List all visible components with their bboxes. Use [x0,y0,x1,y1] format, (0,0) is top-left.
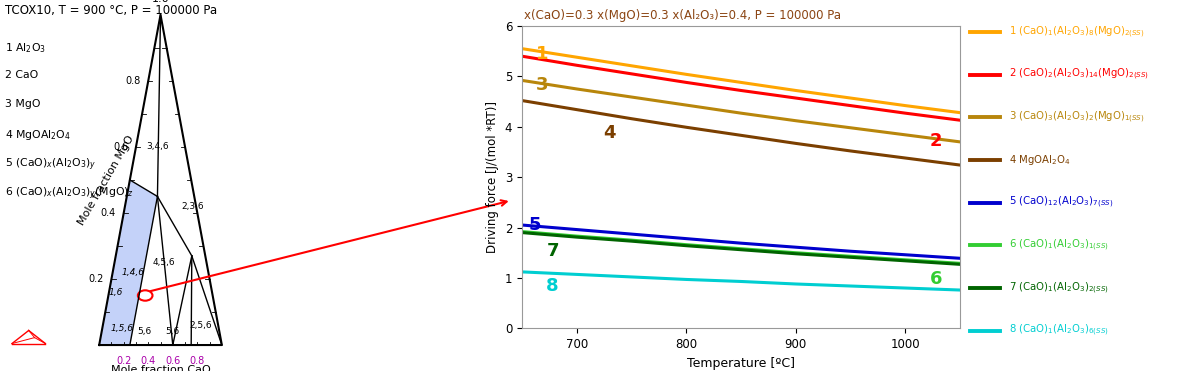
Text: 4 MgOAl$_2$O$_4$: 4 MgOAl$_2$O$_4$ [5,128,71,142]
Text: 5,6: 5,6 [166,327,180,336]
Text: 3,4,6: 3,4,6 [146,142,169,151]
Text: 3 (CaO)$_3$(Al$_2$O$_3$)$_2$(MgO)$_{1(SS)}$: 3 (CaO)$_3$(Al$_2$O$_3$)$_2$(MgO)$_{1(SS… [1009,109,1145,125]
Text: 8: 8 [546,277,559,295]
Text: 5: 5 [529,216,541,234]
Text: Mole fraction MgO: Mole fraction MgO [77,133,136,227]
Text: 5,6: 5,6 [138,327,151,336]
Text: 2,5,6: 2,5,6 [190,321,212,330]
Text: 2 (CaO)$_2$(Al$_2$O$_3$)$_{14}$(MgO)$_{2(SS)}$: 2 (CaO)$_2$(Al$_2$O$_3$)$_{14}$(MgO)$_{2… [1009,67,1148,82]
Text: 0.2: 0.2 [116,356,132,366]
Text: 6: 6 [930,270,942,288]
Text: 5 (CaO)$_{12}$(Al$_2$O$_3$)$_{7(SS)}$: 5 (CaO)$_{12}$(Al$_2$O$_3$)$_{7(SS)}$ [1009,195,1112,210]
Text: x(CaO)=0.3 x(MgO)=0.3 x(Al₂O₃)=0.4, P = 100000 Pa: x(CaO)=0.3 x(MgO)=0.3 x(Al₂O₃)=0.4, P = … [524,9,841,22]
Text: 4: 4 [604,124,616,142]
Text: 1,5,6: 1,5,6 [110,324,133,333]
Text: 7: 7 [546,242,559,260]
Text: 7 (CaO)$_1$(Al$_2$O$_3$)$_{2(SS)}$: 7 (CaO)$_1$(Al$_2$O$_3$)$_{2(SS)}$ [1009,280,1109,296]
Polygon shape [100,180,157,345]
Text: 1 Al$_2$O$_3$: 1 Al$_2$O$_3$ [5,41,47,55]
Text: 0.6: 0.6 [113,142,128,152]
Text: 4 MgOAl$_2$O$_4$: 4 MgOAl$_2$O$_4$ [1009,153,1070,167]
Text: 8 (CaO)$_1$(Al$_2$O$_3$)$_{6(SS)}$: 8 (CaO)$_1$(Al$_2$O$_3$)$_{6(SS)}$ [1009,323,1109,338]
Text: 1: 1 [535,45,548,63]
Text: 1 (CaO)$_1$(Al$_2$O$_3$)$_8$(MgO)$_{2(SS)}$: 1 (CaO)$_1$(Al$_2$O$_3$)$_8$(MgO)$_{2(SS… [1009,24,1145,40]
Y-axis label: Driving force [J/(mol *RT)]: Driving force [J/(mol *RT)] [486,101,499,253]
Text: TCOX10, T = 900 °C, P = 100000 Pa: TCOX10, T = 900 °C, P = 100000 Pa [5,4,217,17]
Text: Mole fraction CaO: Mole fraction CaO [110,365,210,371]
Text: 6 (CaO)$_x$(Al$_2$O$_3$)$_y$(MgO)$_z$: 6 (CaO)$_x$(Al$_2$O$_3$)$_y$(MgO)$_z$ [5,186,134,202]
Text: 0.8: 0.8 [125,76,140,86]
Text: 0.4: 0.4 [101,208,116,218]
Text: 5 (CaO)$_x$(Al$_2$O$_3$)$_y$: 5 (CaO)$_x$(Al$_2$O$_3$)$_y$ [5,157,96,173]
Text: 6 (CaO)$_1$(Al$_2$O$_3$)$_{1(SS)}$: 6 (CaO)$_1$(Al$_2$O$_3$)$_{1(SS)}$ [1009,237,1109,253]
Text: 3: 3 [535,76,548,95]
Text: 0.4: 0.4 [140,356,156,366]
Text: 2,3,6: 2,3,6 [181,202,204,211]
Text: 0.8: 0.8 [190,356,205,366]
Text: 4,5,6: 4,5,6 [152,258,175,267]
Text: 2: 2 [930,132,942,150]
X-axis label: Temperature [ºC]: Temperature [ºC] [686,357,796,370]
Text: 1,6: 1,6 [108,288,122,297]
Text: 3 MgO: 3 MgO [5,99,41,109]
Text: 0.6: 0.6 [166,356,180,366]
Text: 1,4,6: 1,4,6 [122,268,145,277]
Text: 0.2: 0.2 [89,274,103,284]
Text: 2 CaO: 2 CaO [5,70,38,80]
Text: 1.0: 1.0 [151,0,169,4]
